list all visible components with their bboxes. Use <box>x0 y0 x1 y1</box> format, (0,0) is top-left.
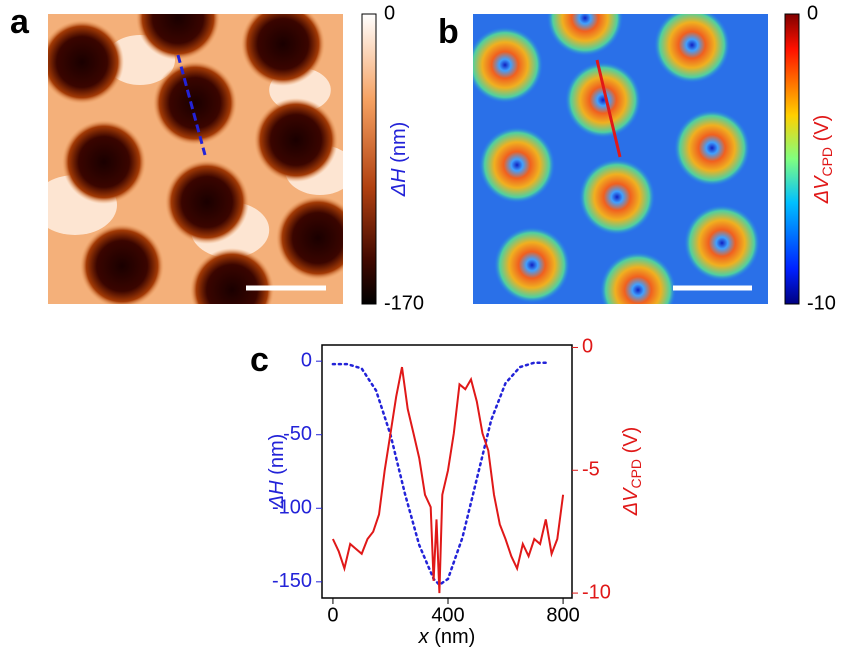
colorbar <box>784 13 800 305</box>
y-axis-label: ΔH (nm) <box>266 434 288 510</box>
hole <box>165 160 249 244</box>
colorbar-tick-label: 0 <box>384 2 395 24</box>
hole <box>48 20 124 104</box>
ring <box>654 14 730 83</box>
y2-axis-label: ΔVCPD (V) <box>620 427 647 517</box>
data-line <box>331 366 565 594</box>
ring <box>479 127 555 203</box>
y-tick-label: -50 <box>283 423 312 445</box>
y2-tick-label: -5 <box>582 459 600 481</box>
ring <box>684 205 760 281</box>
panel-label: b <box>438 13 459 51</box>
hole <box>153 61 237 145</box>
ring <box>547 14 623 56</box>
y2-tick-label: 0 <box>582 336 593 358</box>
colorbar-label: ΔH (nm) <box>388 122 410 198</box>
colorbar-tick-label: -170 <box>384 292 424 314</box>
y-tick-label: -150 <box>272 570 312 592</box>
hole <box>254 98 338 182</box>
ring <box>600 252 676 304</box>
height-map <box>48 14 343 304</box>
x-axis-label: x (nm) <box>418 626 476 648</box>
x-tick-label: 0 <box>327 604 338 626</box>
ring <box>674 110 750 186</box>
ring <box>494 227 570 303</box>
colorbar-tick-label: 0 <box>807 2 818 24</box>
y-tick-label: 0 <box>301 349 312 371</box>
ring <box>473 27 543 103</box>
hole <box>62 120 146 204</box>
ring <box>579 159 655 235</box>
panel-label: a <box>10 3 30 41</box>
profile-line <box>595 59 622 158</box>
colorbar-tick-label: -10 <box>807 292 836 314</box>
hole <box>241 14 325 86</box>
hole <box>276 196 343 280</box>
colorbar-label: ΔVCPD (V) <box>811 115 838 205</box>
y2-tick-label: -10 <box>582 581 611 603</box>
hole <box>136 14 220 60</box>
y-tick-label: -100 <box>272 497 312 519</box>
x-tick-label: 800 <box>546 604 579 626</box>
hole <box>80 224 164 304</box>
panel-label: c <box>250 341 269 379</box>
potential-map <box>473 14 768 304</box>
profile-line <box>176 54 207 156</box>
plot-frame <box>321 344 573 599</box>
ring <box>565 62 641 138</box>
x-tick-label: 400 <box>431 604 464 626</box>
data-line <box>331 361 548 587</box>
colorbar <box>361 13 377 305</box>
